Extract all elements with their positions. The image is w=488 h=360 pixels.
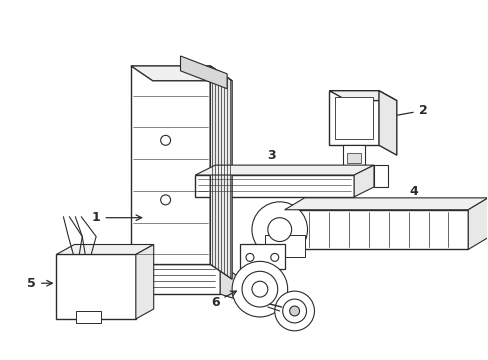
Polygon shape <box>284 210 468 249</box>
Text: 1: 1 <box>92 211 142 224</box>
Polygon shape <box>378 91 396 155</box>
Polygon shape <box>468 198 487 249</box>
Text: 6: 6 <box>210 291 236 309</box>
Circle shape <box>232 261 287 317</box>
Polygon shape <box>346 153 360 163</box>
Circle shape <box>270 253 278 261</box>
Polygon shape <box>353 165 373 197</box>
Polygon shape <box>195 175 353 197</box>
Text: 2: 2 <box>382 104 427 120</box>
Polygon shape <box>264 235 304 257</box>
Polygon shape <box>284 198 487 210</box>
Circle shape <box>479 210 488 242</box>
Polygon shape <box>328 91 378 145</box>
Polygon shape <box>180 56 226 89</box>
Circle shape <box>161 135 170 145</box>
Circle shape <box>245 253 253 261</box>
Circle shape <box>251 281 267 297</box>
Polygon shape <box>195 165 373 175</box>
Text: 5: 5 <box>27 277 52 290</box>
Polygon shape <box>210 66 232 279</box>
Polygon shape <box>121 264 220 294</box>
Polygon shape <box>131 66 232 81</box>
Polygon shape <box>220 264 242 301</box>
Circle shape <box>274 291 314 331</box>
Polygon shape <box>76 311 101 323</box>
Circle shape <box>267 218 291 242</box>
Polygon shape <box>136 244 153 319</box>
Circle shape <box>289 306 299 316</box>
Circle shape <box>251 202 307 257</box>
Polygon shape <box>343 145 365 167</box>
Text: 4: 4 <box>396 185 417 207</box>
Polygon shape <box>240 244 284 269</box>
Polygon shape <box>373 165 387 187</box>
Polygon shape <box>335 96 372 139</box>
Circle shape <box>161 195 170 205</box>
Text: 3: 3 <box>257 149 276 172</box>
Polygon shape <box>131 66 210 264</box>
Circle shape <box>282 299 306 323</box>
Circle shape <box>242 271 277 307</box>
Polygon shape <box>328 91 396 100</box>
Polygon shape <box>56 244 153 255</box>
Polygon shape <box>56 255 136 319</box>
